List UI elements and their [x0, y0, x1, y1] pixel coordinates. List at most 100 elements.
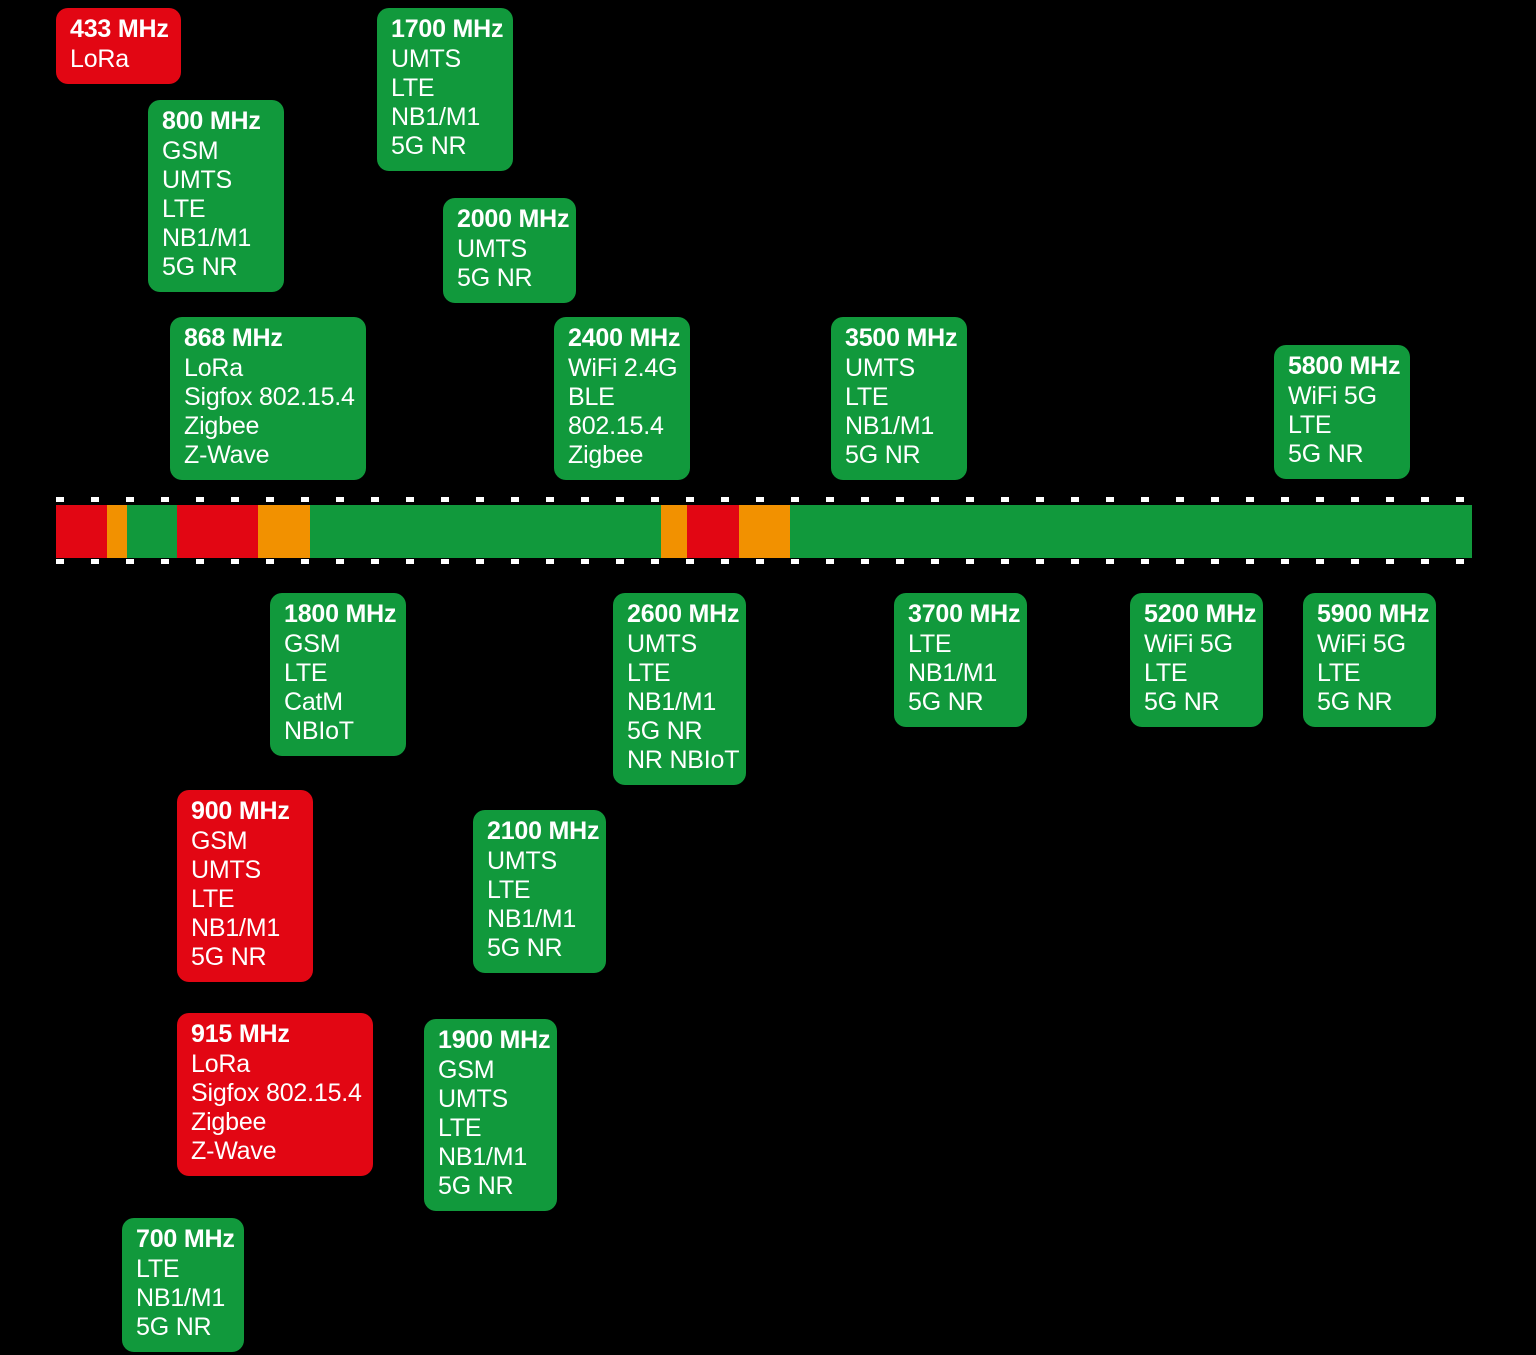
spectrum-tick	[301, 559, 309, 564]
technology-label: 5G NR	[1288, 440, 1364, 468]
spectrum-tick	[1246, 497, 1254, 502]
technology-label: NB1/M1	[627, 688, 717, 716]
spectrum-segment-red[interactable]	[177, 505, 258, 558]
spectrum-tick	[1456, 559, 1464, 564]
spectrum-tick	[1421, 497, 1429, 502]
technology-label: LTE	[1144, 659, 1188, 687]
spectrum-segment-red[interactable]	[687, 505, 739, 558]
technology-label: NB1/M1	[191, 914, 281, 942]
spectrum-tick	[1036, 559, 1044, 564]
spectrum-tick	[1281, 497, 1289, 502]
spectrum-segment-red[interactable]	[56, 505, 107, 558]
spectrum-tick	[651, 497, 659, 502]
spectrum-tick	[91, 559, 99, 564]
frequency-card-title: 433 MHz	[70, 15, 169, 43]
frequency-card-900[interactable]: 900 MHz GSM UMTS LTE NB1/M1 5G NR	[177, 790, 313, 982]
spectrum-tick	[56, 497, 64, 502]
frequency-card-2100[interactable]: 2100 MHz UMTS LTE NB1/M1 5G NR	[473, 810, 606, 973]
frequency-card-868[interactable]: 868 MHz LoRa Sigfox 802.15.4 Zigbee Z-Wave	[170, 317, 366, 480]
spectrum-tick	[126, 497, 134, 502]
spectrum-tick	[196, 559, 204, 564]
spectrum-tick	[1176, 497, 1184, 502]
spectrum-tick	[1071, 497, 1079, 502]
spectrum-tick	[511, 497, 519, 502]
spectrum-tick	[1316, 497, 1324, 502]
spectrum-tick	[231, 497, 239, 502]
spectrum-tick	[441, 497, 449, 502]
frequency-card-800[interactable]: 800 MHz GSM UMTS LTE NB1/M1 5G NR	[148, 100, 284, 292]
frequency-card-3500[interactable]: 3500 MHz UMTS LTE NB1/M1 5G NR	[831, 317, 967, 480]
spectrum-tick	[756, 559, 764, 564]
spectrum-tick	[616, 497, 624, 502]
frequency-card-1700[interactable]: 1700 MHz UMTS LTE NB1/M1 5G NR	[377, 8, 513, 171]
frequency-card-title: 2000 MHz	[457, 205, 570, 233]
technology-label: Zigbee	[568, 441, 644, 469]
technology-label: Z-Wave	[191, 1137, 277, 1165]
spectrum-tick	[966, 497, 974, 502]
spectrum-tick	[161, 559, 169, 564]
spectrum-segment-orange[interactable]	[661, 505, 687, 558]
technology-label: UMTS	[457, 235, 528, 263]
spectrum-tick	[1141, 559, 1149, 564]
spectrum-segment-green[interactable]	[127, 505, 177, 558]
technology-label: GSM	[284, 630, 341, 658]
spectrum-ticks-bottom	[56, 559, 1476, 566]
spectrum-tick	[686, 559, 694, 564]
spectrum-bar[interactable]	[56, 505, 1472, 558]
spectrum-tick	[581, 559, 589, 564]
spectrum-segment-orange[interactable]	[739, 505, 790, 558]
spectrum-segment-orange[interactable]	[107, 505, 127, 558]
technology-label: UMTS	[845, 354, 916, 382]
frequency-card-title: 5900 MHz	[1317, 600, 1430, 628]
spectrum-segment-green[interactable]	[790, 505, 1472, 558]
frequency-card-2400[interactable]: 2400 MHz WiFi 2.4G BLE 802.15.4 Zigbee	[554, 317, 690, 480]
spectrum-tick	[266, 559, 274, 564]
frequency-card-title: 800 MHz	[162, 107, 261, 135]
frequency-card-title: 5200 MHz	[1144, 600, 1257, 628]
technology-label: 802.15.4	[568, 412, 664, 440]
technology-label: UMTS	[391, 45, 462, 73]
technology-label: Zigbee	[191, 1108, 267, 1136]
technology-label: Sigfox 802.15.4	[191, 1079, 362, 1107]
frequency-card-1900[interactable]: 1900 MHz GSM UMTS LTE NB1/M1 5G NR	[424, 1019, 557, 1211]
technology-label: 5G NR	[136, 1313, 212, 1341]
frequency-card-title: 2400 MHz	[568, 324, 681, 352]
technology-label: UMTS	[627, 630, 698, 658]
frequency-card-433[interactable]: 433 MHz LoRa	[56, 8, 181, 84]
frequency-card-5900[interactable]: 5900 MHz WiFi 5G LTE 5G NR	[1303, 593, 1436, 727]
spectrum-tick	[1456, 497, 1464, 502]
spectrum-tick	[826, 559, 834, 564]
technology-label: 5G NR	[1144, 688, 1220, 716]
technology-label: LTE	[162, 195, 206, 223]
frequency-card-5200[interactable]: 5200 MHz WiFi 5G LTE 5G NR	[1130, 593, 1263, 727]
spectrum-tick	[161, 497, 169, 502]
spectrum-tick	[1106, 497, 1114, 502]
spectrum-tick	[406, 497, 414, 502]
spectrum-tick	[1386, 559, 1394, 564]
spectrum-tick	[1001, 497, 1009, 502]
technology-label: BLE	[568, 383, 615, 411]
frequency-card-5800[interactable]: 5800 MHz WiFi 5G LTE 5G NR	[1274, 345, 1410, 479]
technology-label: LTE	[191, 885, 235, 913]
frequency-card-title: 3700 MHz	[908, 600, 1021, 628]
spectrum-tick	[1351, 559, 1359, 564]
frequency-card-3700[interactable]: 3700 MHz LTE NB1/M1 5G NR	[894, 593, 1027, 727]
spectrum-segment-green[interactable]	[310, 505, 661, 558]
spectrum-tick	[126, 559, 134, 564]
frequency-card-title: 1900 MHz	[438, 1026, 551, 1054]
spectrum-segment-orange[interactable]	[258, 505, 310, 558]
technology-label: 5G NR	[391, 132, 467, 160]
technology-label: LTE	[136, 1255, 180, 1283]
spectrum-tick	[896, 559, 904, 564]
frequency-card-2000[interactable]: 2000 MHz UMTS 5G NR	[443, 198, 576, 303]
frequency-card-2600[interactable]: 2600 MHz UMTS LTE NB1/M1 5G NR NR NBIoT	[613, 593, 746, 785]
technology-label: NB1/M1	[438, 1143, 528, 1171]
frequency-card-1800[interactable]: 1800 MHz GSM LTE CatM NBIoT	[270, 593, 406, 756]
spectrum-tick	[56, 559, 64, 564]
spectrum-tick	[1141, 497, 1149, 502]
frequency-card-700[interactable]: 700 MHz LTE NB1/M1 5G NR	[122, 1218, 244, 1352]
frequency-card-915[interactable]: 915 MHz LoRa Sigfox 802.15.4 Zigbee Z-Wave	[177, 1013, 373, 1176]
spectrum-tick	[756, 497, 764, 502]
spectrum-tick	[336, 497, 344, 502]
technology-label: GSM	[191, 827, 248, 855]
